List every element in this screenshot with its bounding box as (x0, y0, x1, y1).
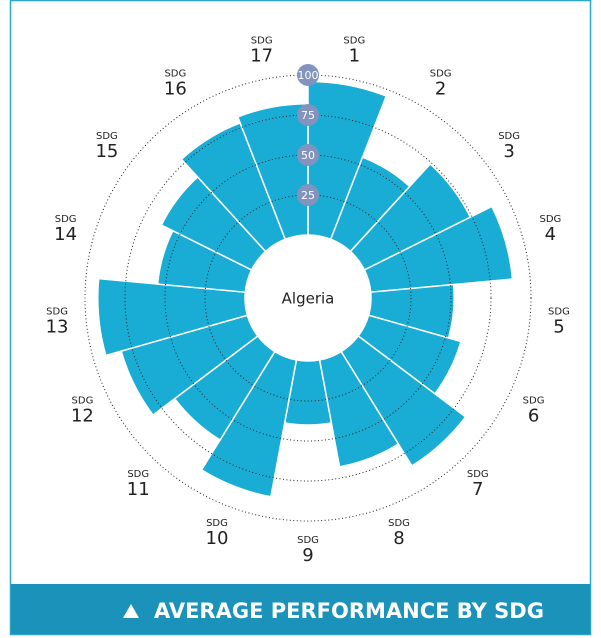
plot: Algeria 25 50 75 100 SDG 1 SDG 2 SDG 3 SDG 4 SDG 5 SDG 6… (46, 35, 570, 566)
category-label: SDG 7 (467, 469, 489, 500)
category-label: SDG 16 (164, 69, 187, 100)
category-label: SDG 10 (206, 518, 229, 549)
bar (318, 350, 400, 468)
category-label: SDG 8 (388, 518, 410, 549)
bar (236, 103, 309, 241)
r-tick-label: 50 (301, 149, 315, 162)
category-label: SDG 1 (343, 35, 365, 66)
center-hole (246, 236, 370, 360)
category-label: SDG 4 (539, 214, 561, 245)
category-label: SDG 6 (523, 395, 545, 426)
r-tick-label: 75 (301, 109, 315, 122)
grid-ring (124, 114, 492, 482)
tick-badge (297, 64, 319, 86)
footer-band (11, 584, 590, 634)
r-tick-label: 25 (301, 189, 315, 202)
triangle-icon (123, 604, 139, 618)
category-label: SDG 13 (46, 306, 69, 337)
category-label: SDG 11 (127, 469, 150, 500)
bar (307, 80, 388, 241)
r-tick-label: 100 (298, 69, 319, 82)
category-label: SDG 3 (498, 131, 520, 162)
grid-ring (164, 154, 452, 442)
category-label: SDG 17 (250, 35, 273, 66)
footer-title: AVERAGE PERFORMANCE BY SDG (154, 599, 544, 623)
category-label: SDG 14 (54, 214, 77, 245)
category-label: SDG 15 (95, 131, 118, 162)
bar (340, 334, 467, 467)
category-label: SDG 5 (548, 306, 570, 337)
center-label: Algeria (282, 290, 335, 308)
bar (120, 314, 259, 417)
bar (180, 121, 287, 253)
bar (363, 205, 514, 294)
tick-badge (297, 144, 319, 166)
tick-badge (297, 104, 319, 126)
category-label: SDG 12 (71, 395, 94, 426)
category-label: SDG 2 (430, 69, 452, 100)
bar (97, 277, 249, 357)
bar (200, 350, 298, 498)
tick-badge (297, 184, 319, 206)
category-label: SDG 9 (297, 535, 319, 566)
grid-ring (204, 194, 412, 402)
